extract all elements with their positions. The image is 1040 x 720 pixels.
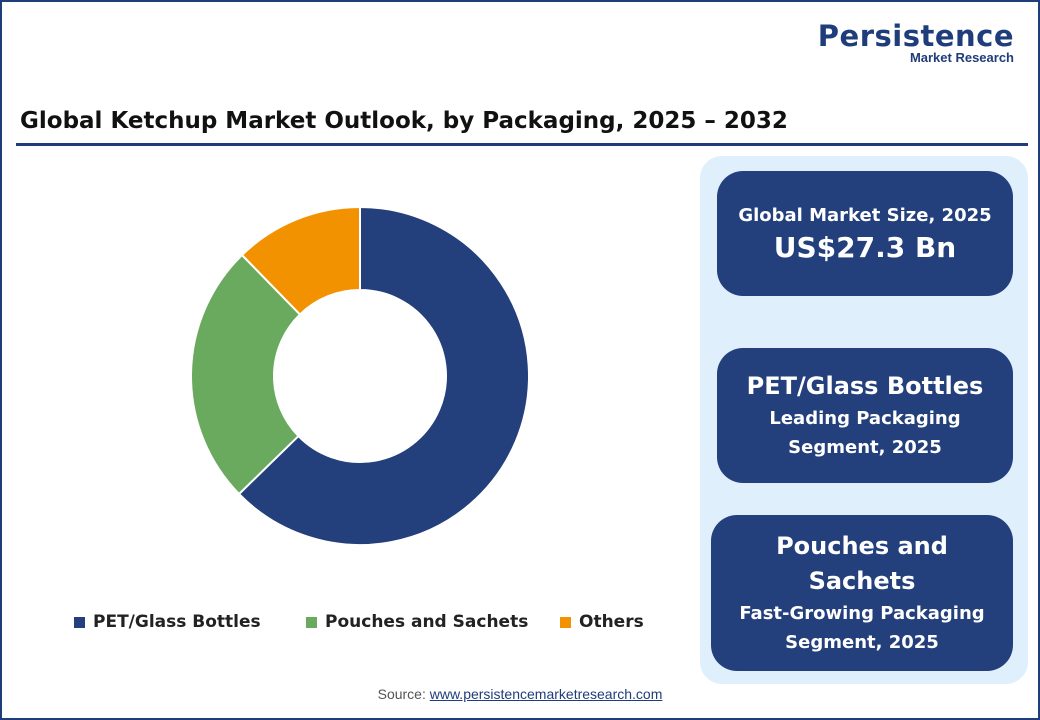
donut-slice-pouches [190,253,302,496]
fastest-segment-card: Pouches and Sachets Fast-Growing Packagi… [711,515,1013,671]
legend-item-pouches: Pouches and Sachets [306,612,528,632]
logo: Persistence Market Research [818,20,1014,65]
market-size-card: Global Market Size, 2025 US$27.3 Bn [717,171,1013,296]
legend-item-pet-glass: PET/Glass Bottles [74,612,261,632]
chart-title: Global Ketchup Market Outlook, by Packag… [20,108,788,134]
fastest-segment-desc-2: Segment, 2025 [785,632,939,653]
legend-swatch-pet-glass [74,616,85,628]
leading-segment-card: PET/Glass Bottles Leading Packaging Segm… [717,348,1013,483]
donut-slice-pet-glass [237,205,530,546]
legend-item-others: Others [560,612,644,632]
donut-slice-others [240,205,361,316]
leading-segment-desc-2: Segment, 2025 [788,437,942,458]
market-size-value: US$27.3 Bn [773,231,957,264]
market-size-label: Global Market Size, 2025 [738,205,992,226]
source-note: Source: www.persistencemarketresearch.co… [0,686,1040,702]
leading-segment-desc-1: Leading Packaging [769,408,961,429]
fastest-segment-desc-1: Fast-Growing Packaging [739,603,985,624]
logo-tagline: Market Research [909,50,1014,65]
fastest-segment-name-2: Sachets [808,567,916,595]
legend-label-pet-glass: PET/Glass Bottles [93,612,261,632]
chart-legend: PET/Glass Bottles Pouches and Sachets Ot… [70,612,670,634]
source-label: Source: [377,686,426,702]
source-link[interactable]: www.persistencemarketresearch.com [429,686,663,702]
legend-label-others: Others [579,612,644,632]
leading-segment-name: PET/Glass Bottles [746,372,984,400]
title-divider [16,143,1028,146]
fastest-segment-name-1: Pouches and [776,532,948,560]
logo-wordmark: Persistence [817,19,1014,53]
legend-label-pouches: Pouches and Sachets [325,612,529,632]
legend-swatch-pouches [306,616,317,628]
donut-chart [190,205,530,546]
legend-swatch-others [560,616,571,628]
